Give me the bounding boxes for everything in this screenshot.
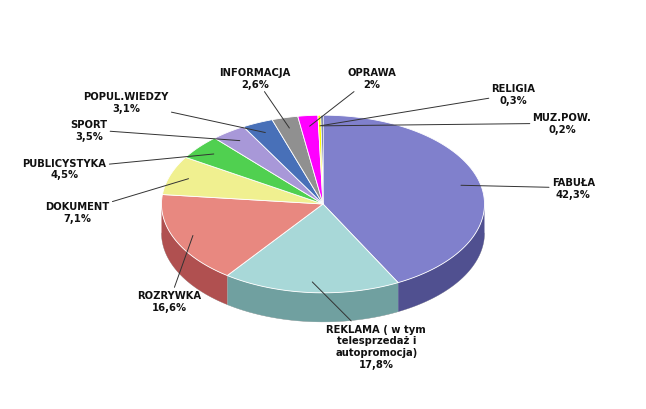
Text: PUBLICYSTYKA
4,5%: PUBLICYSTYKA 4,5% bbox=[23, 155, 214, 180]
Polygon shape bbox=[321, 116, 323, 204]
Polygon shape bbox=[227, 276, 398, 322]
Polygon shape bbox=[227, 204, 398, 293]
Text: FABUŁA
42,3%: FABUŁA 42,3% bbox=[461, 178, 595, 199]
Polygon shape bbox=[318, 116, 323, 204]
Text: INFORMACJA
2,6%: INFORMACJA 2,6% bbox=[220, 68, 291, 129]
Text: SPORT
3,5%: SPORT 3,5% bbox=[70, 119, 240, 141]
Text: ROZRYWKA
16,6%: ROZRYWKA 16,6% bbox=[138, 236, 202, 312]
Text: DOKUMENT
7,1%: DOKUMENT 7,1% bbox=[45, 179, 189, 223]
Polygon shape bbox=[162, 158, 323, 204]
Polygon shape bbox=[244, 120, 323, 204]
Polygon shape bbox=[298, 116, 323, 204]
Polygon shape bbox=[162, 195, 323, 276]
Polygon shape bbox=[162, 205, 227, 305]
Polygon shape bbox=[185, 139, 323, 204]
Text: OPRAWA
2%: OPRAWA 2% bbox=[309, 68, 396, 127]
Polygon shape bbox=[214, 127, 323, 204]
Polygon shape bbox=[398, 206, 484, 312]
Polygon shape bbox=[323, 116, 484, 283]
Polygon shape bbox=[272, 117, 323, 204]
Text: POPUL.WIEDZY
3,1%: POPUL.WIEDZY 3,1% bbox=[83, 92, 266, 133]
Text: REKLAMA ( w tym
telesprzedaż i
autopromocja)
17,8%: REKLAMA ( w tym telesprzedaż i autopromo… bbox=[312, 282, 426, 369]
Text: MUZ.POW.
0,2%: MUZ.POW. 0,2% bbox=[322, 113, 592, 135]
Text: RELIGIA
0,3%: RELIGIA 0,3% bbox=[320, 84, 536, 126]
